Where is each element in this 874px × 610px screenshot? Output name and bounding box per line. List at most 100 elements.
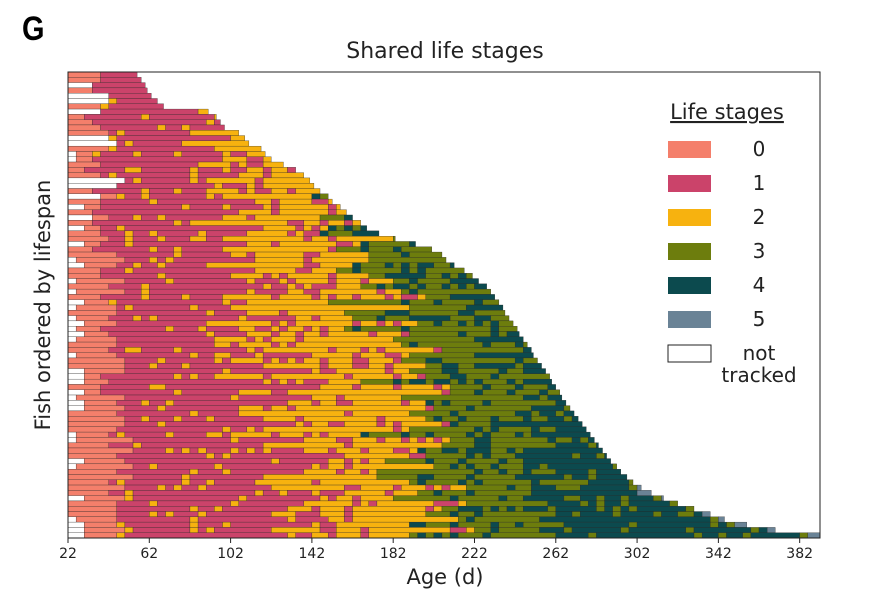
stage-segment — [67, 416, 126, 422]
stage-segment — [287, 220, 304, 226]
stage-segment — [311, 368, 321, 374]
stage-segment — [246, 426, 256, 433]
stage-segment — [303, 257, 313, 263]
stage-segment — [67, 103, 101, 110]
stage-segment — [254, 188, 272, 194]
stage-segment — [141, 294, 150, 300]
stage-segment — [328, 357, 353, 364]
stage-segment — [482, 400, 491, 406]
stage-segment — [84, 241, 101, 247]
stage-segment — [124, 177, 134, 184]
stage-segment — [311, 283, 337, 290]
stage-segment — [523, 447, 603, 454]
stage-segment — [466, 490, 475, 496]
stage-segment — [474, 463, 491, 470]
stage-segment — [157, 511, 166, 517]
stage-segment — [311, 198, 329, 205]
stage-segment — [474, 431, 483, 438]
stage-segment — [197, 516, 288, 523]
stage-segment — [67, 495, 85, 502]
stage-segment — [441, 384, 451, 390]
stage-segment — [303, 326, 313, 332]
stage-segment — [173, 431, 207, 438]
stage-segment — [230, 426, 248, 433]
stage-segment — [336, 236, 394, 242]
stage-segment — [506, 495, 524, 502]
stage-segment — [173, 246, 182, 253]
stage-segment — [149, 384, 166, 390]
stage-segment — [181, 188, 207, 194]
stage-segment — [108, 299, 117, 306]
stage-segment — [230, 394, 239, 401]
stage-segment — [474, 511, 483, 517]
stage-segment — [401, 400, 410, 406]
stage-segment — [425, 431, 434, 438]
stage-segment — [189, 447, 199, 454]
stage-segment — [246, 495, 321, 502]
stage-segment — [401, 262, 410, 269]
stage-segment — [368, 527, 451, 533]
stage-segment — [490, 341, 516, 348]
stage-segment — [344, 214, 353, 221]
stage-segment — [482, 431, 491, 438]
stage-segment — [67, 130, 109, 136]
stage-segment — [181, 204, 191, 210]
stage-segment — [116, 183, 215, 189]
stage-segment — [376, 347, 386, 353]
stage-segment — [181, 347, 248, 353]
x-axis: 22 62 102 142 182 222 262 302 342 382 — [59, 538, 813, 562]
stage-segment — [352, 220, 361, 226]
stage-segment — [279, 278, 288, 284]
stage-segment — [612, 511, 621, 517]
stage-segment — [384, 310, 410, 316]
stage-segment — [141, 214, 158, 221]
stage-segment — [230, 161, 239, 168]
stage-segment — [67, 341, 117, 348]
stage-segment — [303, 378, 329, 385]
legend-label: 5 — [753, 307, 766, 331]
stage-segment — [417, 341, 483, 348]
stage-segment — [100, 198, 150, 205]
stage-segment — [514, 506, 524, 512]
stage-segment — [67, 500, 117, 507]
stage-segment — [149, 500, 158, 507]
stage-segment — [498, 416, 524, 422]
stage-segment — [189, 220, 288, 226]
stage-segment — [319, 220, 329, 226]
stage-segment — [328, 447, 337, 454]
stage-segment — [75, 394, 126, 401]
stage-segment — [758, 527, 768, 533]
stage-segment — [165, 278, 174, 284]
stage-segment — [433, 400, 443, 406]
stage-segment — [328, 331, 369, 337]
stage-segment — [303, 416, 378, 422]
stage-segment — [368, 273, 386, 279]
stage-segment — [197, 527, 207, 533]
stage-segment — [238, 405, 264, 412]
stage-segment — [222, 453, 231, 459]
stage-segment — [116, 145, 215, 152]
stage-segment — [563, 416, 573, 422]
stage-segment — [344, 394, 402, 401]
stage-segment — [319, 214, 345, 221]
stage-segment — [75, 257, 126, 263]
stage-segment — [360, 320, 378, 327]
stage-segment — [588, 469, 597, 475]
stage-segment — [490, 521, 500, 528]
stage-segment — [458, 363, 475, 369]
x-tick-label: 382 — [786, 546, 813, 562]
stage-segment — [295, 378, 304, 385]
stage-segment — [425, 447, 443, 454]
x-tick-label: 142 — [299, 546, 326, 562]
stage-segment — [328, 225, 337, 232]
stage-segment — [612, 463, 617, 470]
stage-segment — [580, 484, 630, 491]
stage-segment — [628, 506, 638, 512]
stage-segment — [319, 262, 353, 269]
stage-segment — [246, 331, 272, 337]
stage-segment — [230, 469, 304, 475]
stage-segment — [596, 474, 628, 480]
stage-segment — [246, 167, 264, 173]
stage-segment — [352, 442, 443, 449]
stage-segment — [441, 389, 451, 396]
